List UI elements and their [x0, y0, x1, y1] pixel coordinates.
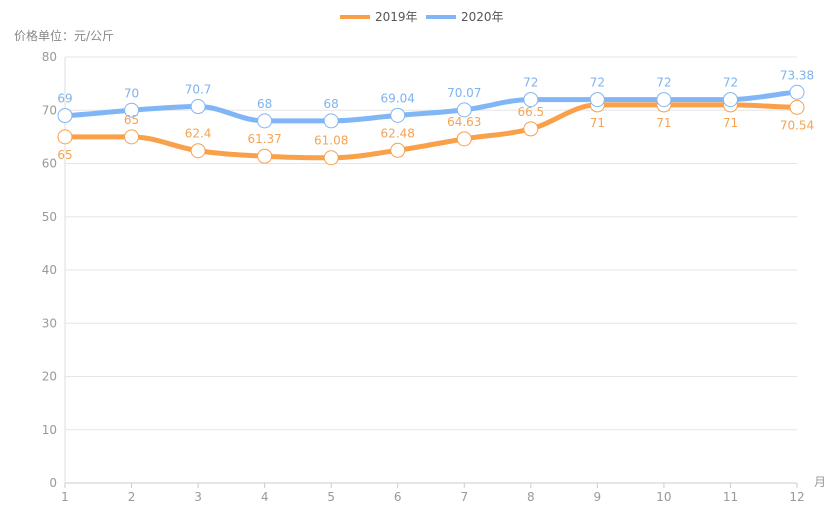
data-point[interactable]	[789, 99, 805, 115]
data-label: 72	[723, 76, 738, 90]
data-label: 72	[590, 76, 605, 90]
x-tick-label: 12	[789, 490, 804, 504]
y-tick-label: 10	[42, 423, 57, 437]
legend-label[interactable]: 2019年	[375, 10, 418, 24]
x-tick-label: 4	[261, 490, 269, 504]
data-labels: 65 65 62.4 61.37 61.08 62.48 64.63 66.5 71 71 71 70…	[57, 68, 814, 162]
data-point[interactable]	[257, 148, 273, 164]
x-tick-label: 2	[128, 490, 136, 504]
x-tick-label: 7	[460, 490, 468, 504]
data-label: 66.5	[517, 105, 544, 119]
data-label: 64.63	[447, 115, 481, 129]
x-tick-label: 5	[327, 490, 335, 504]
data-point[interactable]	[656, 92, 672, 108]
data-point[interactable]	[390, 142, 406, 158]
y-tick-label: 20	[42, 370, 57, 384]
data-label: 61.37	[247, 132, 281, 146]
y-axis-unit-label: 价格单位：元/公斤	[14, 28, 114, 43]
y-tick-label: 70	[42, 103, 57, 117]
data-point[interactable]	[124, 102, 140, 118]
data-label: 68	[257, 97, 272, 111]
y-tick-label: 30	[42, 316, 57, 330]
data-point[interactable]	[257, 113, 273, 129]
data-label: 62.4	[185, 127, 212, 141]
data-label: 70.7	[185, 83, 212, 97]
data-point[interactable]	[456, 131, 472, 147]
data-label: 71	[590, 116, 605, 130]
data-point[interactable]	[589, 92, 605, 108]
x-axis-label: 月	[814, 475, 826, 489]
data-point[interactable]	[57, 129, 73, 145]
x-tick-label: 6	[394, 490, 402, 504]
y-tick-label: 60	[42, 157, 57, 171]
x-tick-label: 10	[656, 490, 671, 504]
data-point[interactable]	[789, 84, 805, 100]
data-point[interactable]	[722, 92, 738, 108]
data-label: 68	[324, 97, 339, 111]
grid	[65, 56, 797, 484]
x-tick-label: 11	[723, 490, 738, 504]
data-point[interactable]	[390, 107, 406, 123]
data-point[interactable]	[124, 129, 140, 145]
y-tick-label: 40	[42, 263, 57, 277]
data-point[interactable]	[323, 150, 339, 166]
data-point[interactable]	[523, 92, 539, 108]
data-label: 65	[57, 148, 72, 162]
data-label: 72	[523, 76, 538, 90]
data-point[interactable]	[456, 102, 472, 118]
data-point[interactable]	[57, 108, 73, 124]
data-label: 69	[57, 92, 72, 106]
x-tick-label: 8	[527, 490, 535, 504]
y-tick-label: 80	[42, 50, 57, 64]
data-label: 70	[124, 86, 139, 100]
legend: 2019年 2020年	[340, 10, 504, 24]
data-label: 69.04	[381, 91, 415, 105]
series-lines	[62, 89, 800, 161]
data-label: 73.38	[780, 68, 814, 82]
data-label: 72	[656, 76, 671, 90]
data-point[interactable]	[523, 121, 539, 137]
data-label: 71	[656, 116, 671, 130]
data-point[interactable]	[190, 99, 206, 115]
x-tick-label: 9	[594, 490, 602, 504]
x-tick-label: 1	[61, 490, 69, 504]
y-tick-label: 50	[42, 210, 57, 224]
data-label: 71	[723, 116, 738, 130]
series-points	[57, 84, 805, 166]
data-point[interactable]	[323, 113, 339, 129]
data-label: 61.08	[314, 134, 348, 148]
data-point[interactable]	[190, 143, 206, 159]
legend-label[interactable]: 2020年	[461, 10, 504, 24]
data-label: 65	[124, 113, 139, 127]
data-label: 70.07	[447, 86, 481, 100]
y-tick-label: 0	[49, 476, 57, 490]
x-tick-label: 3	[194, 490, 202, 504]
data-label: 70.54	[780, 118, 814, 132]
data-label: 62.48	[381, 126, 415, 140]
